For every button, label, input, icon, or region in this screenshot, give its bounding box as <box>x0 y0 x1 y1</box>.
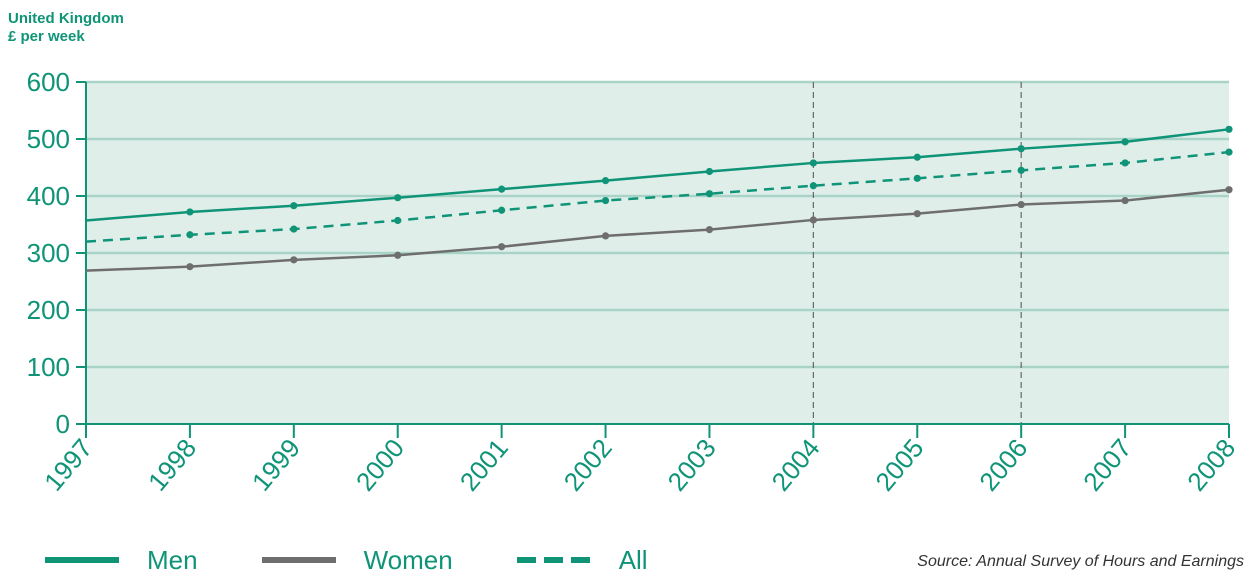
x-tick-label-2006: 2006 <box>973 433 1033 497</box>
point-women-2000 <box>394 251 402 259</box>
point-women-2005 <box>913 210 921 218</box>
point-men-2001 <box>498 185 506 193</box>
point-all-2007 <box>1121 159 1129 167</box>
legend-label-men: Men <box>147 544 198 575</box>
y-tick-label-200: 200 <box>27 295 70 325</box>
x-tick-label-1999: 1999 <box>246 433 306 497</box>
point-men-2000 <box>394 194 402 202</box>
x-tick-label-1998: 1998 <box>142 433 202 497</box>
point-women-2004 <box>809 216 817 224</box>
point-men-2003 <box>705 167 714 176</box>
point-women-2002 <box>601 232 610 240</box>
series-line-men <box>85 128 1230 222</box>
point-men-2007 <box>1121 138 1129 146</box>
legend-label-all: All <box>618 544 648 575</box>
x-tick-label-2004: 2004 <box>765 433 825 497</box>
point-all-1998 <box>186 231 194 239</box>
y-tick-label-0: 0 <box>56 409 70 439</box>
x-tick-label-2002: 2002 <box>558 433 618 497</box>
point-men-2008 <box>1225 125 1233 133</box>
point-women-2006 <box>1017 200 1025 209</box>
point-women-1999 <box>290 256 298 264</box>
y-tick-label-400: 400 <box>27 181 70 211</box>
point-men-2002 <box>601 177 610 185</box>
x-tick-label-2000: 2000 <box>350 433 410 497</box>
unit-label: £ per week <box>8 28 85 45</box>
y-tick-label-500: 500 <box>27 124 70 154</box>
point-all-2002 <box>601 196 610 205</box>
point-all-2000 <box>394 216 402 225</box>
legend-label-women: Women <box>363 544 453 575</box>
legend-item-all: All <box>516 544 648 576</box>
legend-swatch-women <box>261 557 336 563</box>
series-line-all <box>85 150 1230 243</box>
point-all-2005 <box>913 174 921 182</box>
legend-item-women: Women <box>261 544 453 576</box>
point-men-2005 <box>913 153 921 161</box>
x-tick-label-2008: 2008 <box>1181 433 1241 497</box>
legend-item-men: Men <box>45 545 198 576</box>
point-women-1998 <box>186 263 194 271</box>
y-tick-label-300: 300 <box>27 238 70 268</box>
series-line-women <box>85 188 1230 272</box>
point-all-2006 <box>1017 166 1025 174</box>
region-label: United Kingdom <box>8 10 124 27</box>
point-women-2008 <box>1225 186 1233 194</box>
point-all-2001 <box>498 206 506 214</box>
x-tick-label-2003: 2003 <box>662 433 722 497</box>
point-men-1998 <box>186 208 194 216</box>
x-tick-label-2001: 2001 <box>454 433 514 497</box>
legend-swatch-men <box>45 557 119 563</box>
y-tick-label-600: 600 <box>27 67 70 97</box>
point-all-2003 <box>705 190 714 198</box>
point-men-2004 <box>809 159 817 167</box>
point-all-1999 <box>290 225 298 233</box>
x-tick-label-2005: 2005 <box>869 433 929 497</box>
x-tick-label-1997: 1997 <box>38 433 98 497</box>
y-tick-label-100: 100 <box>27 352 70 382</box>
chart-header: United Kingdom £ per week <box>8 10 124 46</box>
point-all-2004 <box>809 182 817 190</box>
source-note: Source: Annual Survey of Hours and Earni… <box>917 553 1244 570</box>
point-men-2006 <box>1017 145 1025 153</box>
point-all-2008 <box>1225 148 1233 156</box>
point-women-2007 <box>1121 196 1129 205</box>
x-tick-label-2007: 2007 <box>1077 433 1137 497</box>
line-chart: 0 100 200 300 400 500 600 1997 1998 1999 2000 2001 2… <box>27 67 1242 497</box>
legend: Men Women All <box>45 544 712 576</box>
legend-swatch-all <box>516 557 591 563</box>
point-men-1999 <box>290 202 298 210</box>
point-women-2001 <box>498 243 506 251</box>
point-women-2003 <box>705 226 714 234</box>
